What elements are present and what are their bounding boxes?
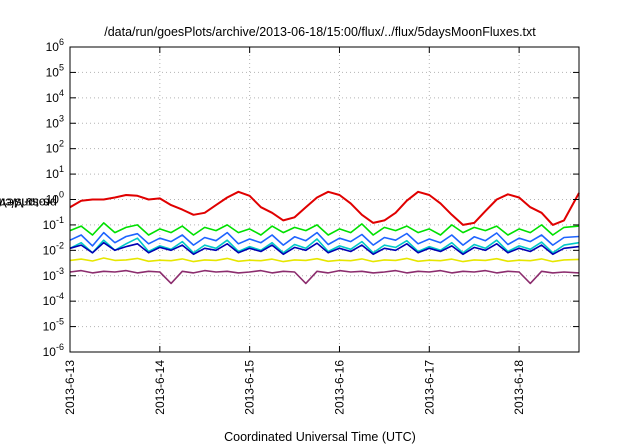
x-tick-label: 2013-6-14 — [153, 360, 167, 415]
y-tick-label: 10-5 — [43, 317, 64, 334]
y-tick-label: 101 — [46, 164, 64, 181]
x-tick-label: 2013-6-15 — [243, 360, 257, 415]
y-label-tail: -s-sr-MeV — [0, 195, 54, 210]
y-tick-label: 10-2 — [43, 240, 64, 257]
y-tick-label: 10-4 — [43, 291, 64, 308]
y-tick-label: 10-3 — [43, 266, 64, 283]
series-line — [69, 241, 580, 256]
chart-title: /data/run/goesPlots/archive/2013-06-18/1… — [104, 25, 536, 39]
x-tick-label: 2013-6-17 — [422, 360, 436, 415]
y-tick-label: 10-6 — [43, 342, 64, 359]
series-line — [69, 237, 580, 254]
axis-ticks: 10-6 10-5 10-4 10-3 10-2 10-1 100 101 102 103 104 1… — [43, 37, 579, 415]
series-line — [69, 190, 580, 226]
x-tick-label: 2013-6-13 — [63, 360, 77, 415]
data-series — [69, 190, 580, 285]
series-line — [69, 269, 580, 285]
x-tick-label: 2013-6-16 — [332, 360, 346, 415]
y-tick-label: 106 — [46, 37, 64, 54]
y-tick-label: 104 — [46, 88, 64, 105]
series-line — [69, 257, 580, 263]
x-tick-label: 2013-6-18 — [512, 360, 526, 415]
series-line — [69, 222, 580, 236]
y-tick-label: 10-1 — [43, 215, 64, 232]
y-tick-label: 105 — [46, 62, 64, 79]
series-line — [69, 231, 580, 247]
x-axis-label: Coordinated Universal Time (UTC) — [224, 430, 416, 444]
y-tick-label: 102 — [46, 139, 64, 156]
y-tick-label: 103 — [46, 113, 64, 130]
y-tick-label: 100 — [46, 190, 64, 207]
